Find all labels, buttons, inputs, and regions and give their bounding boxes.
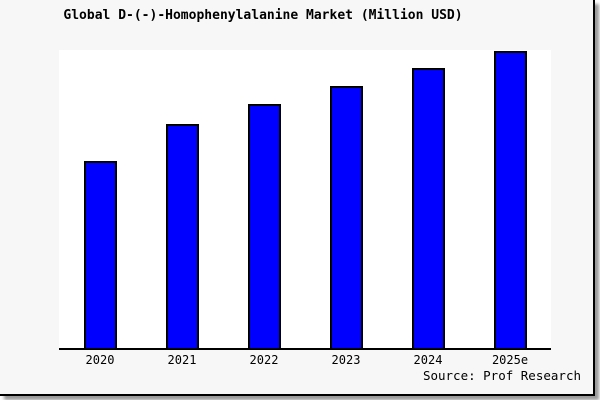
bar-2021: [165, 123, 199, 348]
bar-slot-2021: [141, 50, 223, 348]
bar-2024: [411, 68, 445, 348]
bar-slot-2023: [305, 50, 387, 348]
bar-2020: [83, 161, 117, 348]
x-tick-label-2020: 2020: [85, 353, 115, 367]
x-tick-label-2024: 2024: [413, 353, 443, 367]
x-tick-label-2022: 2022: [249, 353, 279, 367]
bar-2022: [247, 104, 281, 348]
bar-slot-2024: [387, 50, 469, 348]
bar-2023: [329, 85, 363, 348]
bar-2025e: [493, 50, 527, 348]
x-tick-label-2023: 2023: [331, 353, 361, 367]
bar-slot-2020: [59, 50, 141, 348]
x-tick-label-2021: 2021: [167, 353, 197, 367]
bar-series: [59, 50, 551, 348]
x-tick-label-2025e: 2025e: [491, 353, 529, 367]
x-axis-labels: 2020 2021 2022 2023 2024 2025e: [59, 354, 551, 367]
bar-slot-2025e: [469, 50, 551, 348]
bar-slot-2022: [223, 50, 305, 348]
source-credit: Source: Prof Research: [422, 368, 581, 383]
chart-title: Global D-(-)-Homophenylalanine Market (M…: [63, 8, 463, 23]
plot-area: [59, 50, 551, 350]
